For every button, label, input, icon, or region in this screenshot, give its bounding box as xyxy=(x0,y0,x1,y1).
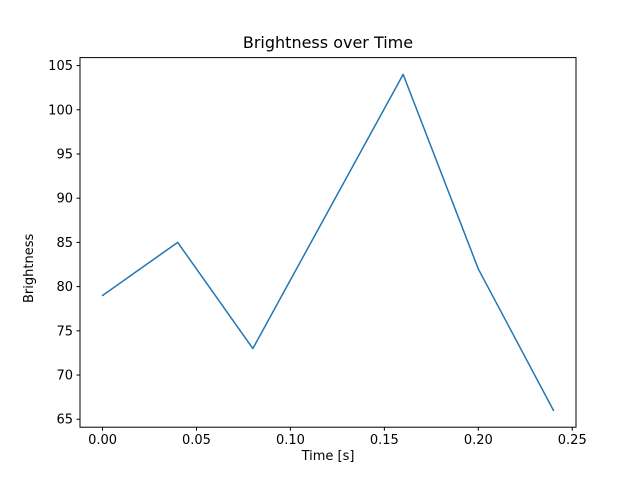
y-tick-label: 90 xyxy=(56,192,73,207)
axes-spines xyxy=(79,57,577,428)
x-tick-label: 0.15 xyxy=(370,433,399,448)
y-tick-label: 105 xyxy=(48,59,73,74)
x-axis-label: Time [s] xyxy=(301,449,355,464)
x-tick-label: 0.00 xyxy=(88,433,117,448)
y-tick-label: 70 xyxy=(56,369,73,384)
x-tick-label: 0.05 xyxy=(182,433,211,448)
y-tick-label: 100 xyxy=(48,103,73,118)
y-tick-label: 80 xyxy=(56,280,73,295)
chart-title: Brightness over Time xyxy=(242,33,414,52)
y-tick-label: 65 xyxy=(56,413,73,428)
y-tick-label: 75 xyxy=(56,324,73,339)
x-tick-label: 0.25 xyxy=(558,433,587,448)
y-tick-label: 95 xyxy=(56,147,73,162)
x-tick-label: 0.10 xyxy=(276,433,305,448)
y-axis-label: Brightness xyxy=(22,233,37,303)
x-tick-label: 0.20 xyxy=(464,433,493,448)
brightness-series-line xyxy=(101,73,555,412)
y-tick-label: 85 xyxy=(56,236,73,251)
